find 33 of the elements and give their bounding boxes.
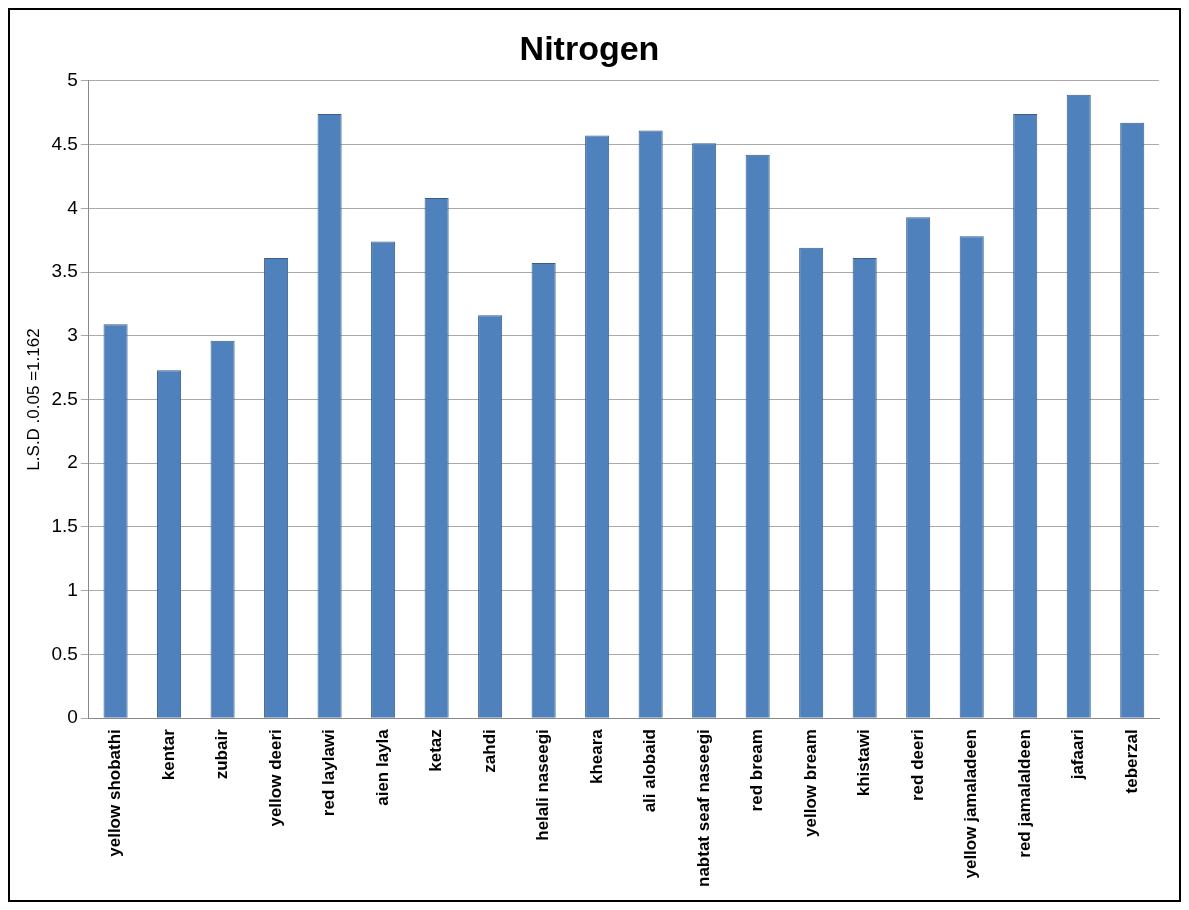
x-tick-label: kheara xyxy=(586,728,606,785)
x-tick-label: nabtat seaf naseegi xyxy=(693,729,713,887)
x-tick-label: yellow deeri xyxy=(265,729,285,827)
y-tick-label: 3.5 xyxy=(51,260,78,282)
y-tick-label: 1.5 xyxy=(51,515,78,537)
y-tick-label: 2.5 xyxy=(51,387,78,409)
y-tick-label: 1 xyxy=(67,578,78,600)
x-tick-label: jafaari xyxy=(1068,729,1088,781)
x-tick-label: zubair xyxy=(212,728,232,780)
x-tick-label: red bream xyxy=(747,729,767,812)
y-tick-label: 5 xyxy=(67,69,78,91)
x-tick-label: red laylawi xyxy=(319,729,339,817)
x-tick-label: ketaz xyxy=(426,729,446,772)
x-tick-label: kentar xyxy=(158,728,178,781)
y-tick-label: 4.5 xyxy=(51,132,78,154)
x-tick-label: ali alobaid xyxy=(640,729,660,813)
x-tick-label: aien layla xyxy=(372,728,392,806)
x-tick-label: zahdi xyxy=(479,729,499,773)
y-axis-title: L.S.D .0.05 =1.162 xyxy=(23,328,43,471)
x-tick-label: yellow bream xyxy=(800,729,820,837)
y-tick-label: 3 xyxy=(67,324,78,345)
x-tick-label: red deeri xyxy=(907,729,927,802)
x-tick-label: teberzal xyxy=(1121,729,1141,794)
x-tick-label: yellow jamaladeen xyxy=(961,729,981,879)
chart-title: Nitrogen xyxy=(519,28,660,67)
x-tick-label: khistawi xyxy=(854,729,874,797)
x-tick-label: helali naseegi xyxy=(533,729,553,841)
x-tick-label: red jamalaldeen xyxy=(1014,729,1034,858)
x-tick-label: yellow shobathi xyxy=(105,729,125,857)
y-tick-label: 0 xyxy=(67,706,78,728)
y-tick-label: 4 xyxy=(67,196,79,218)
y-tick-label: 2 xyxy=(67,451,78,473)
y-tick-label: 0.5 xyxy=(51,642,78,664)
